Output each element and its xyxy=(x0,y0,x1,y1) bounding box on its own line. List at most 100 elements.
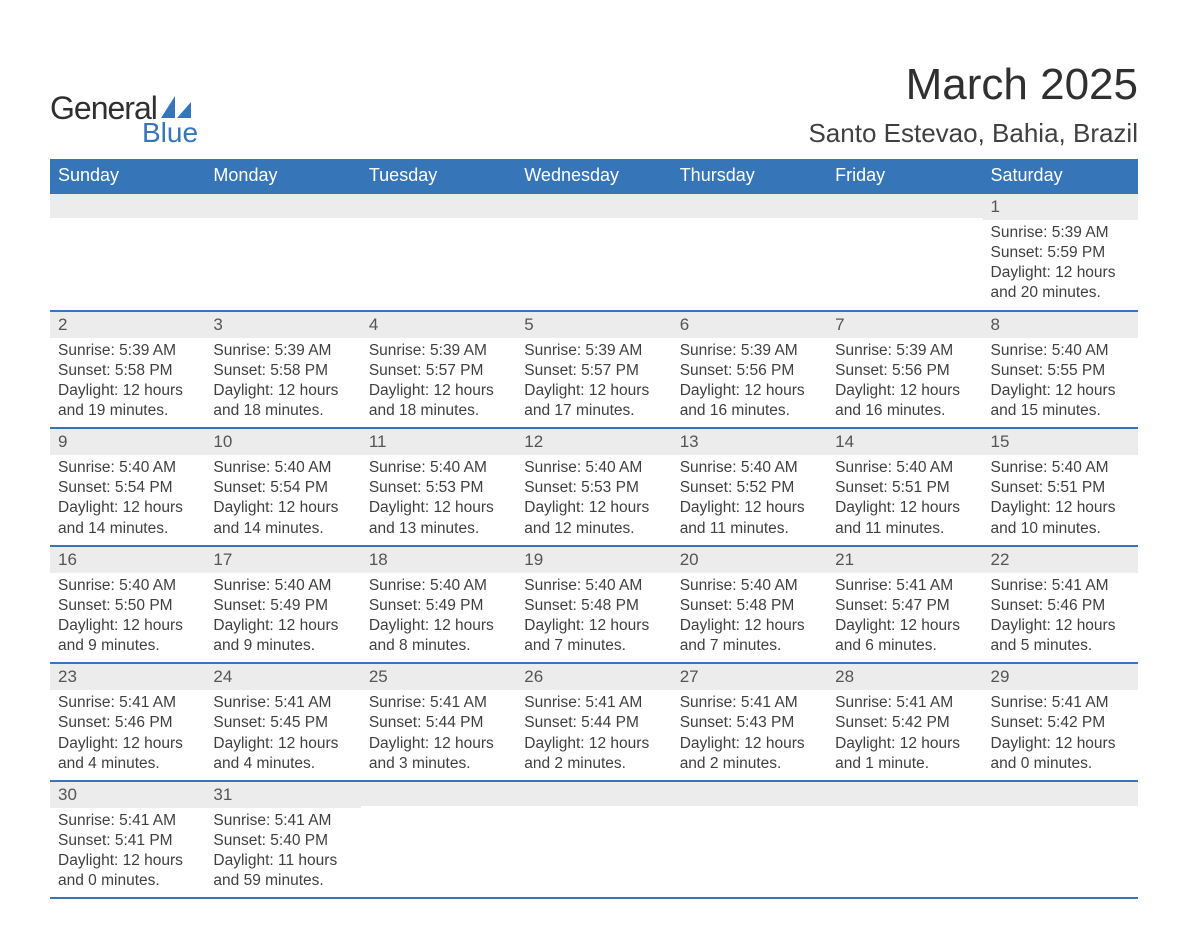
month-title: March 2025 xyxy=(808,60,1138,110)
sunset-line: Sunset: 5:46 PM xyxy=(991,596,1130,616)
daylight-line-2: and 20 minutes. xyxy=(991,283,1130,303)
sunset-line: Sunset: 5:51 PM xyxy=(835,478,974,498)
day-number: 23 xyxy=(50,664,205,690)
day-number xyxy=(672,782,827,806)
sunset-line: Sunset: 5:53 PM xyxy=(369,478,508,498)
day-data: Sunrise: 5:41 AMSunset: 5:42 PMDaylight:… xyxy=(827,690,982,780)
daylight-line-1: Daylight: 12 hours xyxy=(991,498,1130,518)
day-number: 4 xyxy=(361,312,516,338)
day-data xyxy=(50,218,205,290)
calendar-cell: 5Sunrise: 5:39 AMSunset: 5:57 PMDaylight… xyxy=(516,311,671,429)
sunrise-line: Sunrise: 5:39 AM xyxy=(835,341,974,361)
day-data: Sunrise: 5:40 AMSunset: 5:55 PMDaylight:… xyxy=(983,338,1138,428)
day-data: Sunrise: 5:39 AMSunset: 5:56 PMDaylight:… xyxy=(827,338,982,428)
daylight-line-2: and 18 minutes. xyxy=(369,401,508,421)
sunset-line: Sunset: 5:42 PM xyxy=(991,713,1130,733)
day-data xyxy=(827,218,982,290)
daylight-line-1: Daylight: 12 hours xyxy=(991,263,1130,283)
calendar-cell: 2Sunrise: 5:39 AMSunset: 5:58 PMDaylight… xyxy=(50,311,205,429)
day-number: 22 xyxy=(983,547,1138,573)
day-number xyxy=(361,782,516,806)
daylight-line-2: and 8 minutes. xyxy=(369,636,508,656)
day-data: Sunrise: 5:40 AMSunset: 5:48 PMDaylight:… xyxy=(672,573,827,663)
header: General Blue March 2025 Santo Estevao, B… xyxy=(50,60,1138,149)
day-data: Sunrise: 5:39 AMSunset: 5:57 PMDaylight:… xyxy=(361,338,516,428)
sunset-line: Sunset: 5:49 PM xyxy=(369,596,508,616)
day-header-row: Sunday Monday Tuesday Wednesday Thursday… xyxy=(50,159,1138,193)
sunset-line: Sunset: 5:57 PM xyxy=(524,361,663,381)
sunset-line: Sunset: 5:56 PM xyxy=(835,361,974,381)
daylight-line-2: and 7 minutes. xyxy=(680,636,819,656)
day-data: Sunrise: 5:40 AMSunset: 5:54 PMDaylight:… xyxy=(205,455,360,545)
calendar-cell: 24Sunrise: 5:41 AMSunset: 5:45 PMDayligh… xyxy=(205,663,360,781)
daylight-line-2: and 9 minutes. xyxy=(58,636,197,656)
calendar-table: Sunday Monday Tuesday Wednesday Thursday… xyxy=(50,159,1138,899)
day-number xyxy=(983,782,1138,806)
daylight-line-1: Daylight: 12 hours xyxy=(680,616,819,636)
calendar-cell: 26Sunrise: 5:41 AMSunset: 5:44 PMDayligh… xyxy=(516,663,671,781)
calendar-cell: 31Sunrise: 5:41 AMSunset: 5:40 PMDayligh… xyxy=(205,781,360,899)
daylight-line-1: Daylight: 12 hours xyxy=(835,381,974,401)
sunrise-line: Sunrise: 5:41 AM xyxy=(524,693,663,713)
sunset-line: Sunset: 5:40 PM xyxy=(213,831,352,851)
sunrise-line: Sunrise: 5:40 AM xyxy=(835,458,974,478)
calendar-cell xyxy=(361,781,516,899)
sunset-line: Sunset: 5:41 PM xyxy=(58,831,197,851)
daylight-line-2: and 17 minutes. xyxy=(524,401,663,421)
day-number xyxy=(205,194,360,218)
sunset-line: Sunset: 5:46 PM xyxy=(58,713,197,733)
daylight-line-2: and 18 minutes. xyxy=(213,401,352,421)
day-data: Sunrise: 5:41 AMSunset: 5:46 PMDaylight:… xyxy=(50,690,205,780)
day-data xyxy=(361,218,516,290)
day-number: 19 xyxy=(516,547,671,573)
calendar-cell: 25Sunrise: 5:41 AMSunset: 5:44 PMDayligh… xyxy=(361,663,516,781)
day-data: Sunrise: 5:41 AMSunset: 5:42 PMDaylight:… xyxy=(983,690,1138,780)
day-number: 26 xyxy=(516,664,671,690)
day-data: Sunrise: 5:41 AMSunset: 5:40 PMDaylight:… xyxy=(205,808,360,898)
day-data xyxy=(827,806,982,878)
sunrise-line: Sunrise: 5:40 AM xyxy=(524,458,663,478)
daylight-line-1: Daylight: 12 hours xyxy=(58,498,197,518)
sunset-line: Sunset: 5:57 PM xyxy=(369,361,508,381)
calendar-cell: 16Sunrise: 5:40 AMSunset: 5:50 PMDayligh… xyxy=(50,546,205,664)
sunrise-line: Sunrise: 5:41 AM xyxy=(835,576,974,596)
daylight-line-1: Daylight: 12 hours xyxy=(58,734,197,754)
sunrise-line: Sunrise: 5:40 AM xyxy=(369,458,508,478)
daylight-line-2: and 59 minutes. xyxy=(213,871,352,891)
daylight-line-1: Daylight: 12 hours xyxy=(524,734,663,754)
sunset-line: Sunset: 5:42 PM xyxy=(835,713,974,733)
daylight-line-2: and 15 minutes. xyxy=(991,401,1130,421)
daylight-line-1: Daylight: 12 hours xyxy=(58,851,197,871)
calendar-cell xyxy=(672,193,827,311)
sunrise-line: Sunrise: 5:40 AM xyxy=(213,576,352,596)
sunrise-line: Sunrise: 5:41 AM xyxy=(213,811,352,831)
day-data: Sunrise: 5:39 AMSunset: 5:57 PMDaylight:… xyxy=(516,338,671,428)
day-number: 5 xyxy=(516,312,671,338)
day-number xyxy=(827,194,982,218)
sunset-line: Sunset: 5:55 PM xyxy=(991,361,1130,381)
daylight-line-1: Daylight: 12 hours xyxy=(680,381,819,401)
calendar-cell: 12Sunrise: 5:40 AMSunset: 5:53 PMDayligh… xyxy=(516,428,671,546)
calendar-cell xyxy=(983,781,1138,899)
sunrise-line: Sunrise: 5:40 AM xyxy=(213,458,352,478)
calendar-cell xyxy=(50,193,205,311)
day-number: 21 xyxy=(827,547,982,573)
day-header: Friday xyxy=(827,159,982,193)
sunrise-line: Sunrise: 5:40 AM xyxy=(58,458,197,478)
sunrise-line: Sunrise: 5:39 AM xyxy=(680,341,819,361)
day-data: Sunrise: 5:40 AMSunset: 5:54 PMDaylight:… xyxy=(50,455,205,545)
sunset-line: Sunset: 5:48 PM xyxy=(680,596,819,616)
calendar-cell xyxy=(205,193,360,311)
calendar-cell: 8Sunrise: 5:40 AMSunset: 5:55 PMDaylight… xyxy=(983,311,1138,429)
daylight-line-2: and 3 minutes. xyxy=(369,754,508,774)
day-data: Sunrise: 5:40 AMSunset: 5:53 PMDaylight:… xyxy=(361,455,516,545)
calendar-cell: 21Sunrise: 5:41 AMSunset: 5:47 PMDayligh… xyxy=(827,546,982,664)
day-number: 2 xyxy=(50,312,205,338)
daylight-line-1: Daylight: 12 hours xyxy=(524,381,663,401)
day-data xyxy=(516,218,671,290)
daylight-line-1: Daylight: 12 hours xyxy=(369,498,508,518)
calendar-week-row: 9Sunrise: 5:40 AMSunset: 5:54 PMDaylight… xyxy=(50,428,1138,546)
sunset-line: Sunset: 5:58 PM xyxy=(213,361,352,381)
sunset-line: Sunset: 5:54 PM xyxy=(58,478,197,498)
daylight-line-1: Daylight: 12 hours xyxy=(991,381,1130,401)
